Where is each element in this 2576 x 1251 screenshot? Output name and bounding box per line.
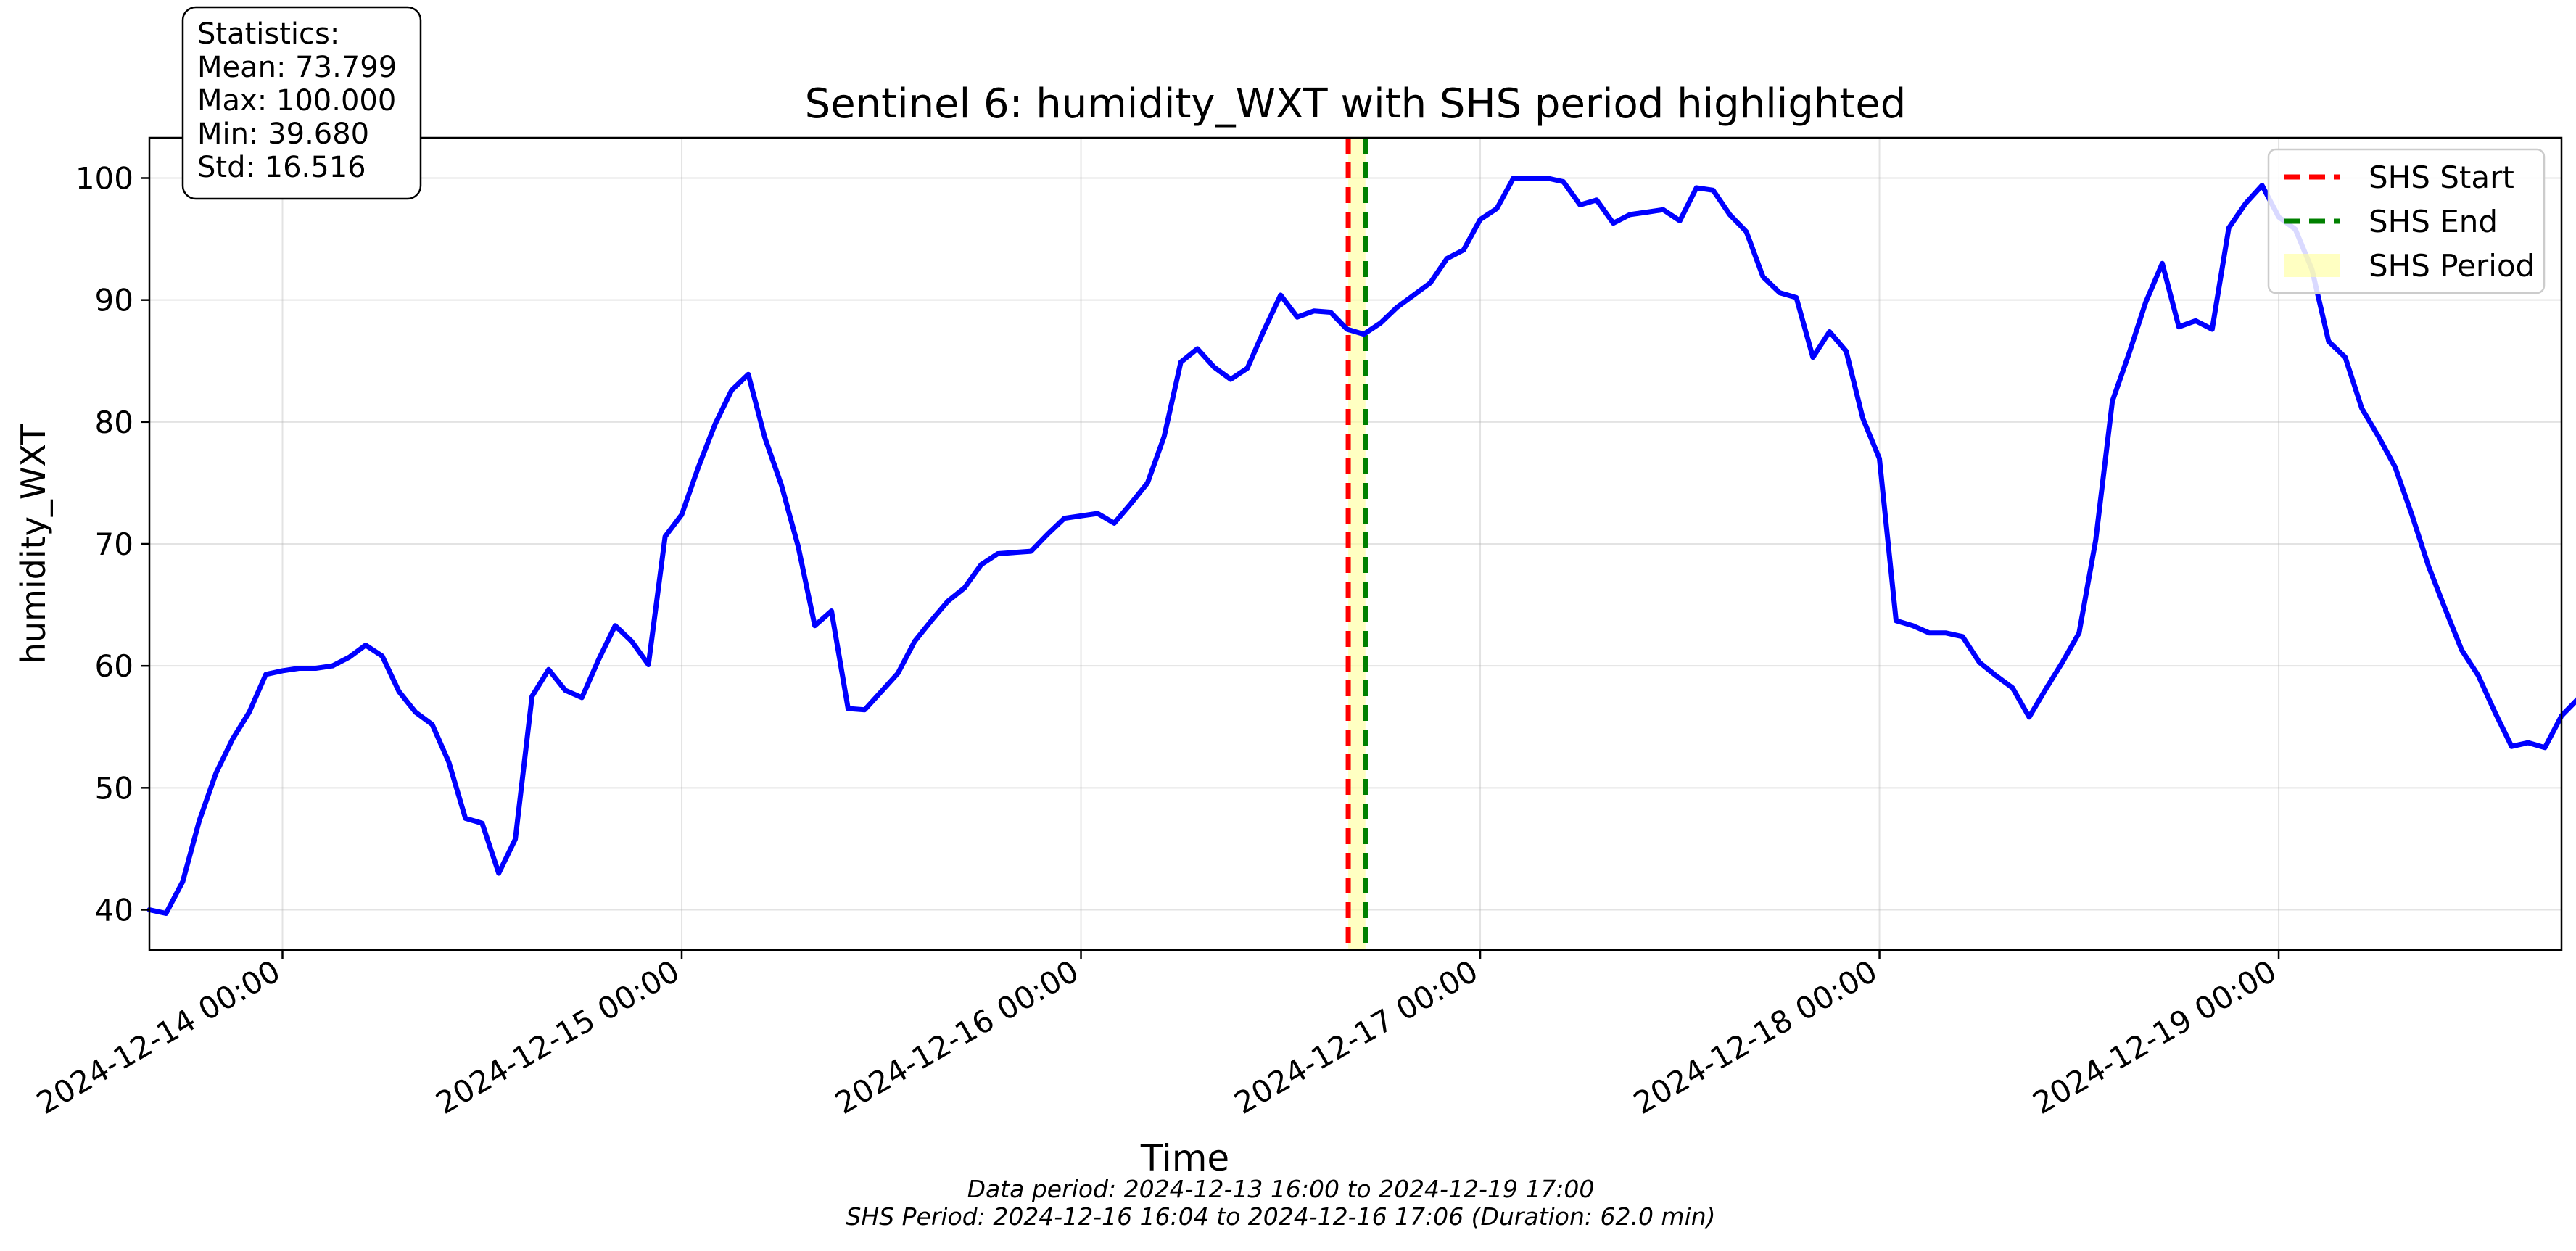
statistics-line: Std: 16.516 [197, 151, 366, 184]
y-axis-label: humidity_WXT [14, 424, 53, 664]
series-line [146, 176, 2576, 916]
footnotes: Data period: 2024-12-13 16:00 to 2024-12… [846, 1175, 1715, 1231]
y-tick-label: 60 [95, 648, 133, 684]
y-tick-label: 40 [95, 893, 133, 928]
series-layer [146, 176, 2576, 916]
y-tick-label: 50 [95, 770, 133, 806]
y-tick-label: 80 [95, 405, 133, 440]
y-tick-label: 70 [95, 527, 133, 562]
legend-label: SHS Start [2369, 160, 2514, 195]
shs-period-band [1348, 138, 1366, 950]
legend-swatch [2284, 254, 2340, 277]
statistics-line: Statistics: [197, 17, 339, 51]
legend-label: SHS Period [2369, 248, 2535, 284]
legend: SHS Start SHS End SHS Period [2267, 148, 2546, 294]
footnote: SHS Period: 2024-12-16 16:04 to 2024-12-… [846, 1202, 1715, 1231]
shs-period-layer [1345, 138, 1368, 950]
y-tick-label: 90 [95, 283, 133, 318]
statistics-line: Min: 39.680 [197, 117, 369, 151]
y-tick-label: 100 [75, 160, 133, 196]
footnote: Data period: 2024-12-13 16:00 to 2024-12… [967, 1175, 1595, 1203]
statistics-frame [181, 6, 422, 200]
x-axis-label: Time [1140, 1137, 1229, 1179]
legend-label: SHS End [2369, 204, 2498, 239]
statistics-line: Mean: 73.799 [197, 51, 397, 84]
chart-title: Sentinel 6: humidity_WXT with SHS period… [805, 80, 1907, 128]
statistics-line: Max: 100.000 [197, 84, 396, 117]
